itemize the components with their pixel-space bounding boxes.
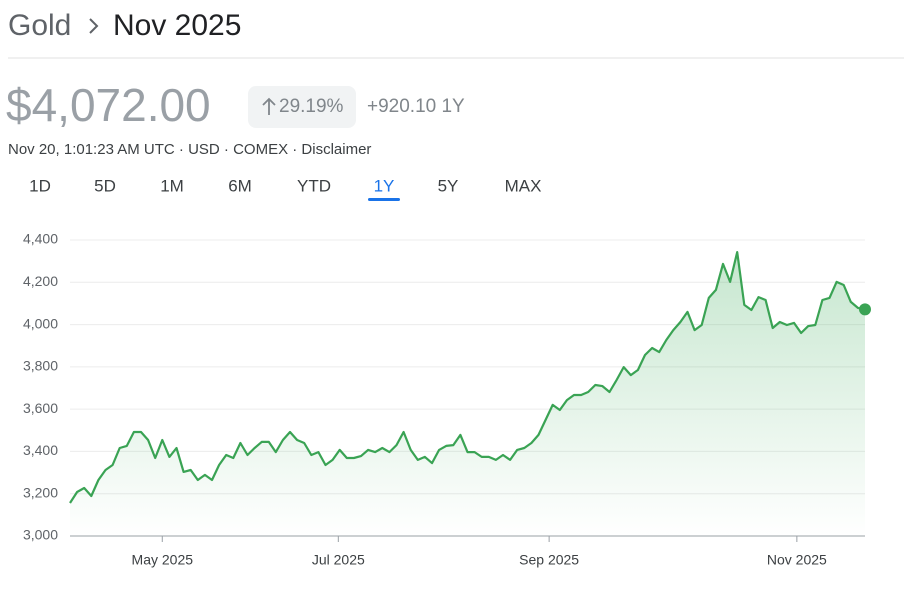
- chart: 3,000 3,200 3,400 3,600 3,800 4,000 4,200 4,400…: [23, 231, 871, 568]
- chevron: [89, 18, 99, 34]
- quote-meta: Nov 20, 1:01:23 AM UTC · USD · COMEX · D…: [8, 141, 371, 158]
- range-tab[interactable]: 1M: [160, 176, 184, 195]
- range-tabs: 1D 5D 1M 6M YTD 1Y 5Y MAX: [29, 176, 541, 201]
- x-tick-label: May 2025: [132, 552, 194, 568]
- active-tab-underline: [368, 198, 400, 201]
- breadcrumb[interactable]: Gold: [8, 9, 71, 42]
- change-percent: 29.19%: [279, 96, 344, 117]
- x-tick-label: Nov 2025: [767, 552, 827, 568]
- range-tab[interactable]: 1D: [29, 176, 51, 195]
- price: $4,072.00: [6, 79, 211, 131]
- y-tick-label: 3,200: [23, 484, 58, 500]
- range-tab[interactable]: 1Y: [374, 176, 395, 195]
- up-arrow: [262, 97, 276, 115]
- x-tick-label: Jul 2025: [312, 552, 365, 568]
- change-abs: +920.10 1Y: [367, 96, 465, 117]
- range-tab[interactable]: 5D: [94, 176, 116, 195]
- x-tick-label: Sep 2025: [519, 552, 579, 568]
- range-tab[interactable]: 6M: [228, 176, 252, 195]
- range-tab[interactable]: 5Y: [438, 176, 459, 195]
- y-tick-label: 4,400: [23, 231, 58, 247]
- page-title: Nov 2025: [113, 9, 241, 42]
- y-tick-label: 3,000: [23, 527, 58, 543]
- last-point: [859, 303, 871, 316]
- price-line: [69, 251, 866, 504]
- y-tick-label: 3,400: [23, 442, 58, 458]
- range-tab[interactable]: YTD: [297, 176, 331, 195]
- y-tick-label: 4,200: [23, 273, 58, 289]
- y-tick-label: 3,600: [23, 400, 58, 416]
- y-tick-label: 3,800: [23, 358, 58, 374]
- range-tab[interactable]: MAX: [505, 176, 542, 195]
- change-pill: [248, 86, 356, 128]
- area-fill: [70, 252, 865, 536]
- y-tick-label: 4,000: [23, 315, 58, 331]
